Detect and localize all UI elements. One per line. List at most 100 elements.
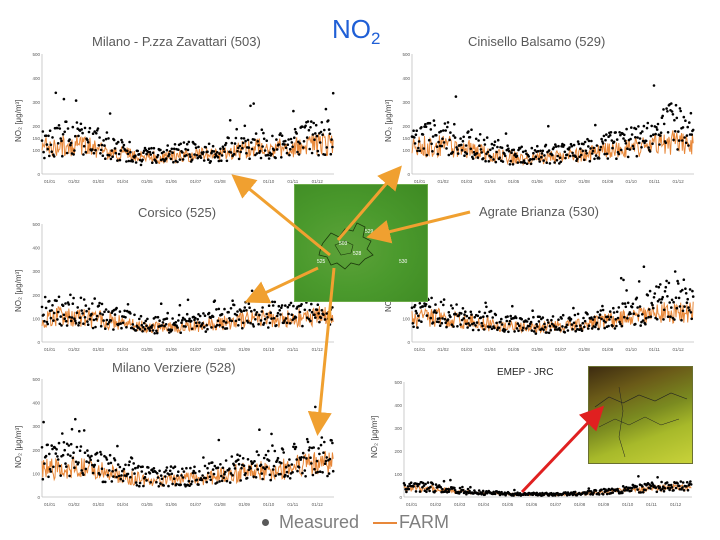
measured-point [309, 126, 312, 129]
x-tick-label: 01/04 [117, 347, 129, 352]
measured-point [71, 456, 75, 460]
measured-point [127, 463, 131, 467]
measured-point [451, 150, 454, 154]
x-tick-label: 01/03 [461, 347, 473, 352]
measured-point [506, 144, 509, 147]
measured-point [541, 149, 545, 153]
measured-point [280, 304, 284, 307]
measured-point [254, 318, 257, 321]
measured-point [110, 149, 114, 152]
measured-point [625, 127, 628, 131]
measured-point [541, 316, 545, 319]
measured-point [591, 149, 595, 153]
measured-point [511, 304, 514, 308]
measured-point [494, 313, 498, 317]
emep-map [588, 366, 693, 464]
measured-point [286, 143, 290, 146]
measured-point [172, 160, 175, 164]
x-tick-label: 01/05 [141, 502, 153, 507]
measured-point [239, 150, 242, 154]
measured-point [143, 475, 147, 479]
measured-point [472, 322, 476, 325]
measured-point [673, 130, 677, 133]
y-tick-label: 400 [32, 246, 40, 251]
measured-point [602, 134, 606, 138]
measured-point [132, 462, 135, 465]
measured-point [659, 131, 663, 134]
measured-point [295, 458, 299, 461]
measured-point [195, 324, 199, 328]
measured-point [314, 123, 318, 127]
measured-point [489, 155, 493, 159]
measured-point [664, 141, 668, 145]
x-tick-label: 01/09 [239, 347, 251, 352]
measured-point [676, 482, 679, 485]
measured-point [685, 485, 688, 488]
measured-point [482, 328, 486, 331]
measured-point [612, 306, 615, 310]
measured-point [111, 155, 114, 158]
measured-point [422, 147, 426, 150]
measured-point [56, 126, 59, 130]
measured-point [547, 124, 550, 128]
measured-point [178, 158, 182, 161]
measured-point [629, 137, 632, 141]
x-tick-label: 01/10 [263, 347, 275, 352]
measured-point [428, 305, 432, 309]
measured-point [503, 328, 507, 332]
measured-point [612, 311, 616, 314]
x-tick-label: 01/05 [502, 502, 514, 507]
measured-point [196, 156, 199, 160]
measured-point [78, 316, 82, 319]
measured-point [289, 301, 293, 305]
measured-point [296, 150, 299, 154]
measured-point [272, 148, 276, 152]
measured-point [306, 440, 310, 444]
measured-point [642, 124, 646, 128]
measured-point [525, 320, 529, 323]
measured-point [630, 126, 633, 129]
measured-point [241, 146, 244, 150]
y-tick-label: 200 [32, 124, 40, 129]
measured-point [148, 150, 152, 154]
measured-point [264, 453, 268, 457]
measured-point [99, 450, 102, 454]
measured-point [51, 304, 54, 307]
measured-point [262, 131, 265, 135]
measured-point [516, 322, 520, 325]
measured-point [113, 313, 117, 316]
measured-point [185, 312, 189, 316]
measured-point [421, 305, 425, 308]
measured-point [312, 446, 316, 449]
measured-point [690, 317, 693, 321]
measured-point [576, 157, 579, 161]
measured-point [407, 487, 411, 491]
measured-point [181, 316, 185, 320]
measured-point [99, 324, 103, 328]
measured-point [496, 145, 499, 149]
measured-point [91, 132, 95, 135]
measured-point [540, 152, 544, 155]
measured-point [595, 321, 599, 325]
measured-point [71, 302, 75, 305]
measured-point [483, 493, 487, 496]
measured-point [417, 319, 421, 322]
measured-point [218, 323, 221, 327]
measured-point [421, 133, 425, 136]
measured-point [249, 321, 252, 325]
x-tick-label: 01/03 [454, 502, 466, 507]
measured-point [289, 137, 293, 141]
measured-point [211, 315, 215, 318]
measured-point [416, 326, 419, 329]
measured-point [50, 150, 53, 153]
measured-point [639, 131, 642, 135]
measured-point [331, 306, 334, 309]
measured-point [453, 122, 456, 126]
y-tick-label: 150 [32, 136, 40, 141]
measured-point [65, 151, 69, 155]
measured-point [74, 460, 78, 464]
measured-point [317, 447, 320, 450]
measured-point [237, 146, 240, 150]
measured-point [536, 325, 539, 328]
